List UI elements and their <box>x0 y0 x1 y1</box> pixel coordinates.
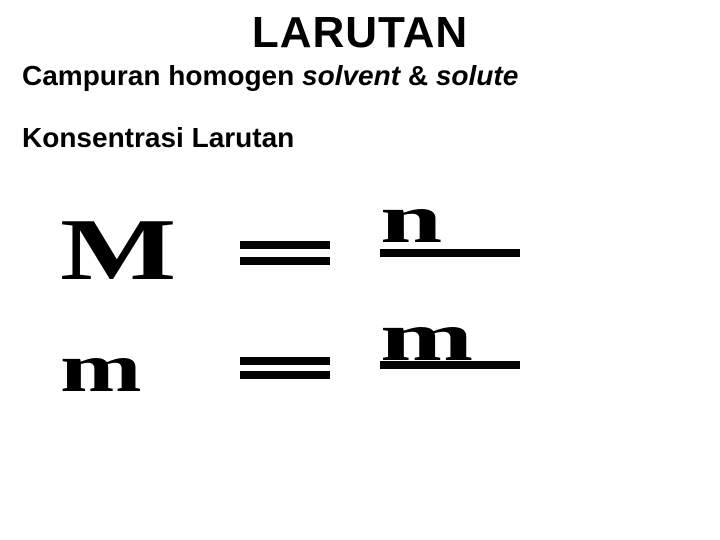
eq1-equals-icon <box>240 221 380 281</box>
subtitle-plain-1: Campuran homogen <box>22 60 302 91</box>
eq2-numerator: m <box>380 313 473 362</box>
subtitle-italic-2: solute <box>436 60 518 91</box>
eq1-fraction-bar-icon <box>380 249 520 257</box>
subtitle-italic-1: solvent <box>302 60 400 91</box>
equations-block: M n m m <box>60 200 660 437</box>
eq2-fraction-bar-icon <box>380 361 520 369</box>
eq2-equals-icon <box>240 339 380 399</box>
page-title: LARUTAN <box>0 0 720 58</box>
subtitle-plain-2: & <box>400 60 436 91</box>
subtitle-line: Campuran homogen solvent & solute <box>0 60 720 92</box>
eq1-numerator: n <box>380 195 442 244</box>
eq2-rhs: m <box>380 319 660 419</box>
eq1-rhs: n <box>380 201 660 301</box>
section-heading: Konsentrasi Larutan <box>0 122 720 154</box>
equation-row-1: M n <box>60 200 660 301</box>
equation-row-2: m m <box>60 319 660 419</box>
